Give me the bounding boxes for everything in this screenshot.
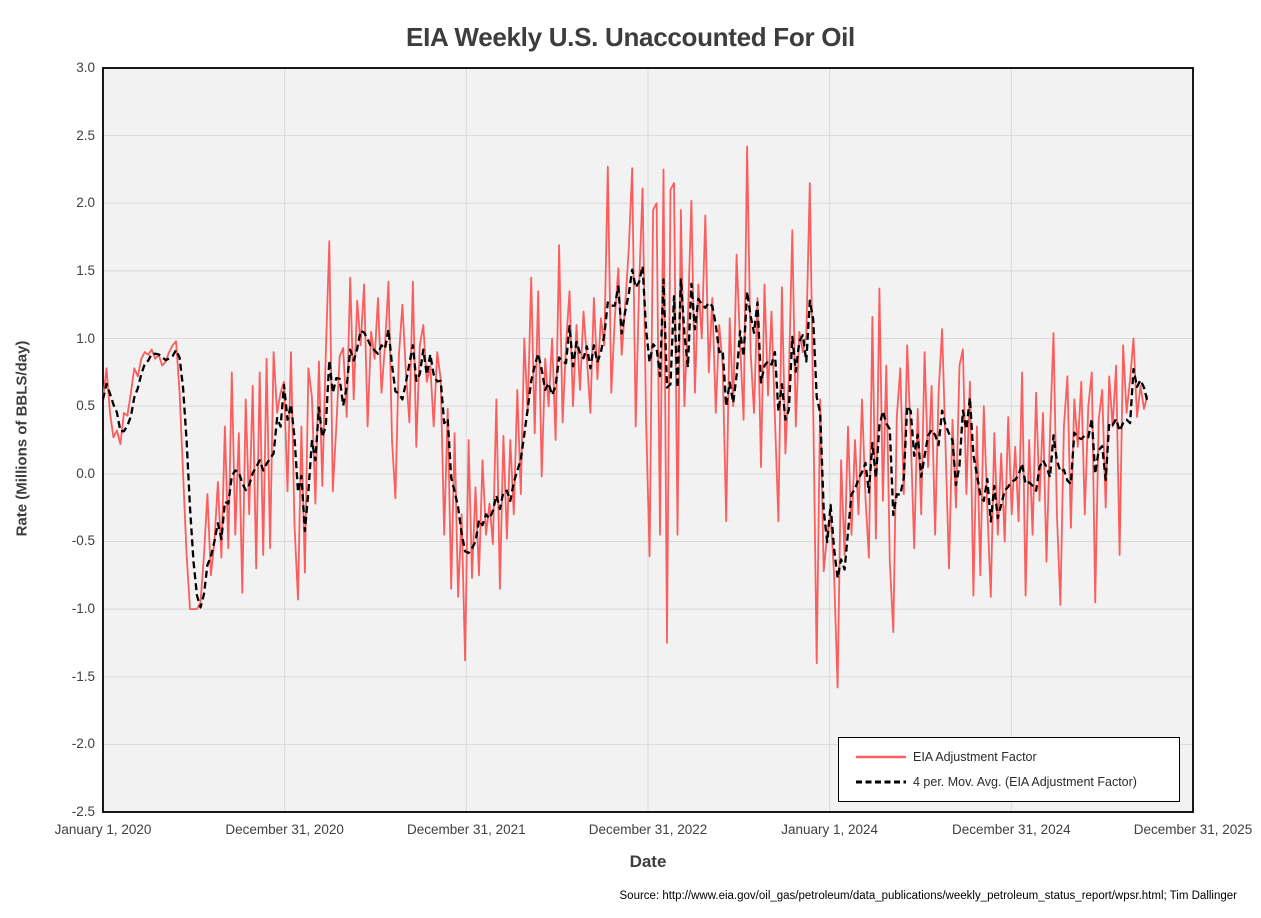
x-tick-label: December 31, 2020 (225, 822, 344, 837)
legend-label-moving-average: 4 per. Mov. Avg. (EIA Adjustment Factor) (913, 775, 1137, 790)
y-tick-label: 3.0 (76, 60, 95, 75)
y-tick-label: 1.5 (76, 262, 95, 278)
chart-title: EIA Weekly U.S. Unaccounted For Oil (406, 22, 855, 52)
x-tick-label: December 31, 2022 (588, 822, 708, 837)
legend-label-eia-adjustment: EIA Adjustment Factor (913, 749, 1037, 764)
legend-entry-moving-average: 4 per. Mov. Avg. (EIA Adjustment Factor) (855, 772, 1179, 792)
y-tick-label: -1.5 (71, 668, 95, 684)
y-axis-title: Rate (Millions of BBLS/day) (13, 340, 31, 537)
y-tick-label: -2.0 (71, 736, 95, 752)
chart-legend: EIA Adjustment Factor 4 per. Mov. Avg. (… (838, 737, 1180, 802)
x-tick-label: January 1, 2024 (781, 822, 879, 837)
x-tick-label: December 31, 2021 (407, 822, 526, 837)
y-tick-label: -0.5 (71, 533, 95, 549)
y-tick-label: 0.5 (76, 398, 95, 414)
x-tick-label: December 31, 2025 (1133, 822, 1253, 837)
moving-average-series-swatch (856, 780, 906, 784)
x-tick-label: January 1, 2020 (54, 822, 152, 837)
y-tick-label: -2.5 (71, 804, 95, 819)
legend-entry-eia-adjustment: EIA Adjustment Factor (855, 747, 1179, 767)
y-tick-label: -1.0 (71, 601, 95, 617)
eia-adjustment-series-swatch (856, 755, 906, 758)
y-tick-label: 1.0 (76, 330, 95, 346)
y-tick-label: 2.0 (76, 195, 95, 211)
y-tick-label: 0.0 (76, 465, 95, 481)
x-tick-label: December 31, 2024 (952, 822, 1071, 837)
y-tick-label: 2.5 (76, 127, 95, 143)
source-attribution: Source: http://www.eia.gov/oil_gas/petro… (619, 890, 1237, 902)
x-axis-title: Date (629, 852, 667, 871)
